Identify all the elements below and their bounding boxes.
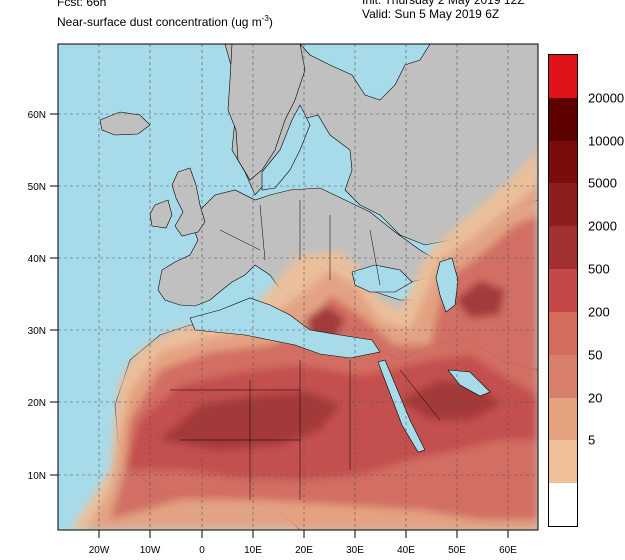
mediterranean-sea [189, 297, 381, 359]
lon-tick-label: 10E [244, 545, 262, 556]
legend-color-box [549, 354, 577, 398]
great-britain-land [171, 167, 206, 237]
legend-color-box [549, 483, 577, 527]
lat-tick-label: 30N [28, 326, 46, 337]
legend-color-box [549, 226, 577, 270]
forecast-hour: Fcst: 66h [57, 0, 107, 9]
legend-label: 20 [588, 390, 603, 406]
legend-color-box [549, 397, 577, 441]
lat-tick-label: 60N [28, 110, 46, 121]
variable-unit-exponent: -3 [261, 14, 269, 23]
legend-color-box [549, 140, 577, 184]
legend-label: 5 [588, 432, 596, 448]
lon-tick-label: 60E [499, 545, 517, 556]
lat-lon-grid [58, 44, 538, 530]
legend-color-box [549, 55, 577, 98]
lat-tick-label: 10N [28, 471, 46, 482]
caspian-sea [435, 257, 459, 313]
lon-tick-label: 20E [295, 545, 313, 556]
legend-label: 20000 [588, 90, 625, 106]
lon-tick-label: 0 [199, 545, 205, 556]
country-borders [170, 200, 441, 500]
red-sea [377, 359, 426, 453]
legend-label: 2000 [588, 218, 617, 234]
lat-tick-label: 40N [28, 254, 46, 265]
variable-title-text: Near-surface dust concentration (ug m [57, 15, 262, 29]
lon-tick-label: 20W [89, 545, 110, 556]
lon-tick-labels: 20W 10W 0 10E 20E 30E 40E 50E 60E [89, 545, 518, 556]
legend-label: 200 [588, 304, 610, 320]
legend-color-box [549, 97, 577, 141]
axis-ticks [50, 113, 509, 538]
valid-time: Valid: Sun 5 May 2019 6Z [362, 7, 500, 21]
legend-color-box [549, 183, 577, 227]
legend-label: 50 [588, 347, 603, 363]
lat-tick-label: 20N [28, 398, 46, 409]
legend-color-box [549, 269, 577, 313]
legend-color-box [549, 311, 577, 355]
black-sea [351, 264, 413, 293]
variable-title: Near-surface dust concentration (ug m-3) [57, 11, 273, 30]
map-frame [57, 43, 539, 531]
init-time: Init: Thursday 2 May 2019 12Z [362, 0, 525, 7]
legend-label: 5000 [588, 175, 617, 191]
scandinavia-land [227, 44, 306, 181]
color-legend [548, 54, 578, 527]
legend-label: 500 [588, 261, 610, 277]
persian-gulf [447, 369, 491, 397]
baltic-sea [261, 104, 311, 191]
lat-tick-label: 50N [28, 182, 46, 193]
variable-title-suffix: ) [268, 15, 273, 29]
lat-tick-labels: 60N 50N 40N 30N 20N 10N [28, 110, 46, 482]
dust-band-500-caspian [455, 280, 505, 318]
legend-color-box [549, 440, 577, 484]
lon-tick-label: 50E [448, 545, 466, 556]
iceland-land [99, 111, 151, 136]
map-frame-content [58, 44, 538, 530]
lon-tick-label: 40E [397, 545, 415, 556]
lon-tick-label: 30E [346, 545, 364, 556]
legend-label: 10000 [588, 133, 625, 149]
lon-tick-label: 10W [140, 545, 161, 556]
